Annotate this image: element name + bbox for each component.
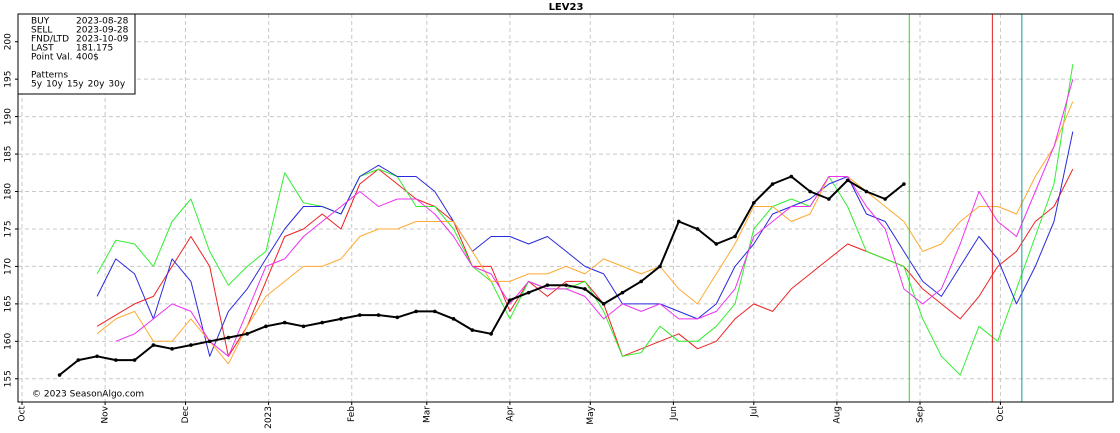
x-tick-label: Nov: [101, 405, 111, 423]
pattern-line: [115, 79, 1074, 357]
price-line: [58, 175, 905, 376]
x-tick-label: Oct: [996, 406, 1006, 422]
info-label: BUY: [31, 17, 50, 27]
plot-area: [57, 14, 1074, 402]
x-tick-label: 2023: [264, 406, 274, 429]
info-date: 2023-10-09: [76, 35, 129, 45]
pattern-line: [96, 64, 1074, 376]
x-tick-label: Mar: [422, 406, 432, 423]
legend-entry: 20y: [88, 80, 105, 90]
info-value: 181.175: [76, 44, 113, 54]
info-date: 2023-09-28: [76, 26, 129, 36]
pattern-line: [96, 101, 1074, 365]
info-value: 400$: [76, 53, 99, 63]
legend-entry: 30y: [108, 80, 125, 90]
y-tick-label: 170: [4, 258, 14, 275]
x-tick-label: May: [586, 405, 596, 424]
x-tick-label: Jul: [749, 406, 759, 418]
x-tick-label: Apr: [505, 406, 515, 422]
info-box: [17, 13, 136, 95]
y-tick-label: 185: [4, 145, 14, 162]
pattern-line: [96, 131, 1074, 357]
x-tick-label: Aug: [832, 406, 842, 424]
y-tick-label: 195: [4, 71, 14, 88]
y-tick-label: 180: [4, 183, 14, 200]
info-date: 2023-08-28: [76, 17, 129, 27]
x-tick-label: Feb: [347, 406, 357, 422]
info-label: LAST: [31, 44, 54, 54]
x-tick-label: Oct: [18, 406, 28, 422]
y-tick-label: 155: [4, 370, 14, 387]
y-tick-label: 160: [4, 332, 14, 349]
info-label: SELL: [31, 26, 52, 36]
plot-frame: [17, 13, 1114, 403]
info-label: FND/LTD: [31, 35, 69, 45]
y-tick-label: 190: [4, 108, 14, 125]
info-label: Point Val.: [31, 53, 73, 63]
y-tick-label: 175: [4, 220, 14, 237]
footer: © 2023 SeasonAlgo.com: [32, 390, 144, 400]
legend-entry: 5y: [31, 80, 43, 90]
legend-entry: 10y: [46, 80, 63, 90]
legend-title: Patterns: [31, 71, 68, 81]
y-tick-label: 165: [4, 295, 14, 312]
chart-title: LEV23: [549, 2, 584, 13]
legend-entry: 15y: [67, 80, 84, 90]
y-tick-label: 200: [4, 33, 14, 50]
x-tick-label: Jun: [669, 406, 679, 421]
x-tick-label: Dec: [181, 406, 191, 423]
x-tick-label: Sep: [916, 406, 926, 423]
info: BUY 2023-08-28 SELL 2023-09-28 FND/LTD 2023-1…: [31, 17, 129, 90]
